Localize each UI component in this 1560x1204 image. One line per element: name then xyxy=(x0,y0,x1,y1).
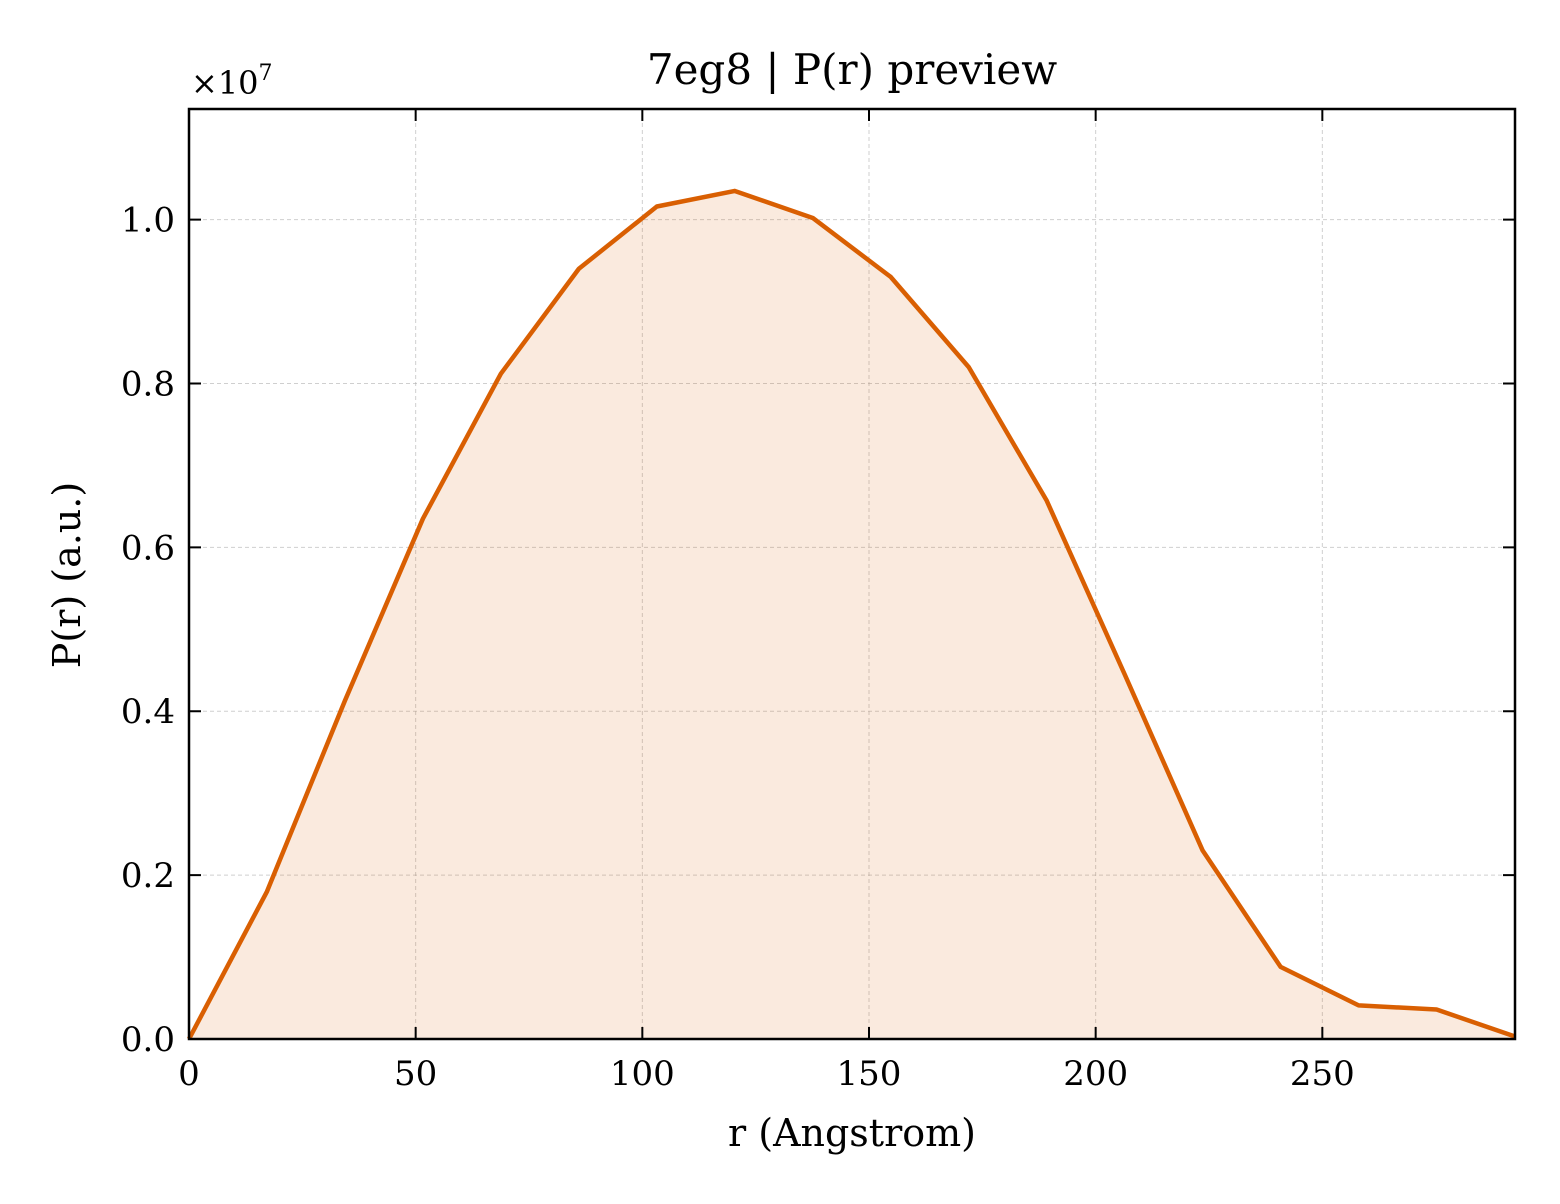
x-tick-label: 0 xyxy=(178,1054,200,1094)
y-tick-label: 0.6 xyxy=(121,528,175,568)
x-tick-label: 250 xyxy=(1290,1054,1355,1094)
y-tick-label: 0.2 xyxy=(121,856,175,896)
y-axis-label: P(r) (a.u.) xyxy=(45,482,89,668)
y-offset-exponent: 7 xyxy=(259,61,273,86)
y-tick-label: 0.4 xyxy=(121,692,175,732)
x-axis-label: r (Angstrom) xyxy=(728,1111,976,1155)
chart-title: 7eg8 | P(r) preview xyxy=(647,45,1057,94)
y-offset-base: ×10 xyxy=(191,64,259,102)
x-tick-label: 50 xyxy=(394,1054,437,1094)
y-tick-label: 1.0 xyxy=(121,201,175,241)
y-tick-label: 0.8 xyxy=(121,364,175,404)
y-tick-label: 0.0 xyxy=(121,1020,175,1060)
x-tick-label: 150 xyxy=(837,1054,902,1094)
x-tick-label: 100 xyxy=(610,1054,675,1094)
x-tick-label: 200 xyxy=(1063,1054,1128,1094)
